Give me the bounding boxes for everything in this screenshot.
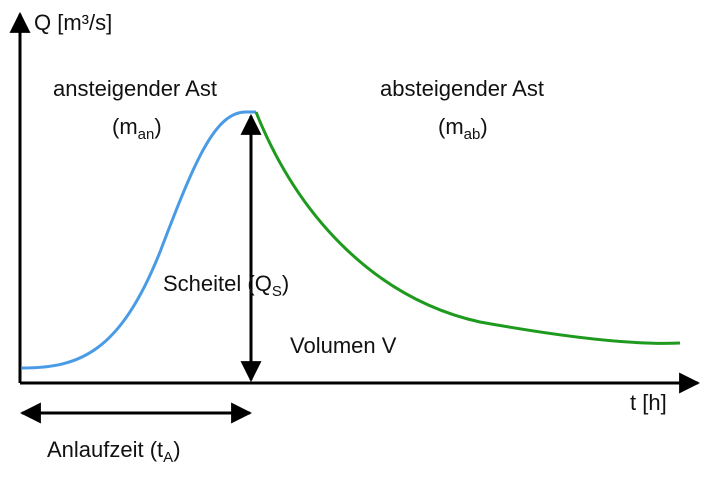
- rising-limb-symbol: (man): [112, 114, 162, 143]
- subscript: ab: [464, 126, 481, 143]
- volume-label: Volumen V: [290, 333, 397, 358]
- falling-limb-label: absteigender Ast: [380, 76, 544, 101]
- label: Scheitel (Q: [163, 271, 272, 296]
- subscript: S: [272, 283, 282, 300]
- falling-limb-curve: [254, 111, 681, 345]
- subscript: A: [163, 449, 173, 466]
- close: ): [173, 437, 180, 462]
- symbol: (m: [438, 114, 464, 139]
- symbol: (m: [112, 114, 138, 139]
- peak-label: Scheitel (QS): [163, 271, 289, 300]
- falling-limb-symbol: (mab): [438, 114, 488, 143]
- y-axis-label: Q [m³/s]: [34, 10, 112, 35]
- close: ): [154, 114, 161, 139]
- label: Anlaufzeit (t: [47, 437, 163, 462]
- rising-limb-curve: [21, 110, 256, 370]
- close: ): [282, 271, 289, 296]
- x-axis-label: t [h]: [630, 390, 667, 415]
- close: ): [480, 114, 487, 139]
- rising-limb-label: ansteigender Ast: [53, 76, 217, 101]
- subscript: an: [138, 126, 155, 143]
- rise-time-label: Anlaufzeit (tA): [47, 437, 181, 466]
